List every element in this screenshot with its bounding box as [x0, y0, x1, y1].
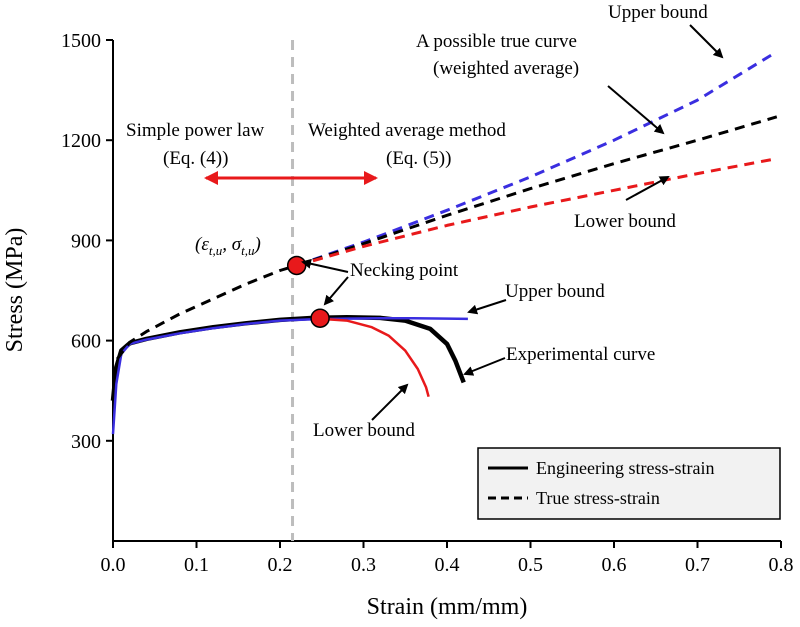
label-necking-coordinates: (εt,u, σt,u) [195, 234, 261, 258]
coord-sub-1: t,u [209, 243, 223, 258]
label-eq5: (Eq. (5)) [386, 148, 451, 169]
legend-label-true: True stress-strain [536, 488, 660, 508]
y-tick-label: 1200 [61, 130, 101, 152]
label-experimental-curve: Experimental curve [506, 344, 655, 365]
label-upper-bound-true: Upper bound [608, 2, 708, 23]
y-axis-title: Stress (MPa) [2, 228, 28, 353]
x-tick-label: 0.3 [351, 554, 376, 576]
label-possible-true-1: A possible true curve [416, 31, 577, 52]
series-line-3 [115, 263, 298, 360]
x-tick-label: 0.2 [268, 554, 293, 576]
coord-epsilon: (ε [195, 234, 209, 255]
coord-close: ) [253, 234, 260, 255]
arrow-upper-bound-eng [467, 299, 507, 315]
coord-sub-2: t,u [241, 243, 255, 258]
label-necking-point: Necking point [350, 260, 459, 281]
annotation-arrows [204, 24, 724, 421]
arrow-experimental [463, 357, 506, 376]
label-weighted-average-method: Weighted average method [308, 120, 506, 141]
x-tick-label: 0.1 [184, 554, 209, 576]
y-tick-label: 300 [71, 431, 101, 453]
series-line-1 [111, 316, 468, 435]
legend-box [477, 447, 781, 520]
label-eq4: (Eq. (4)) [163, 148, 228, 169]
legend-label-engineering: Engineering stress-strain [536, 458, 714, 478]
arrow-necking-true [301, 258, 349, 273]
arrow-lower-bound-true [625, 176, 670, 201]
y-tick-label: 900 [71, 230, 101, 252]
arrow-necking-eng [323, 276, 349, 306]
x-axis-title: Strain (mm/mm) [367, 594, 528, 620]
x-tick-label: 0.4 [435, 554, 460, 576]
arrow-possible-true [607, 85, 665, 135]
series-layer [110, 50, 778, 435]
x-tick-label: 0.0 [101, 554, 126, 576]
marker-engineering-necking [310, 308, 330, 328]
x-tick-label: 0.8 [769, 554, 794, 576]
series-line-4 [296, 50, 778, 267]
y-ticks: 300 600 900 1200 1500 [61, 30, 113, 453]
x-tick-label: 0.6 [602, 554, 627, 576]
label-possible-true-2: (weighted average) [433, 58, 579, 79]
series-line-5 [296, 115, 778, 267]
arrow-upper-bound-true [689, 24, 724, 59]
label-lower-bound-eng: Lower bound [313, 420, 415, 441]
series-line-6 [296, 157, 778, 267]
marker-true-necking [286, 255, 307, 276]
legend: Engineering stress-strain True stress-st… [477, 447, 781, 520]
y-tick-label: 600 [71, 331, 101, 353]
x-tick-label: 0.7 [685, 554, 710, 576]
label-simple-power-law: Simple power law [126, 120, 265, 141]
coord-sigma: , σ [222, 234, 242, 255]
label-upper-bound-eng: Upper bound [505, 281, 605, 302]
label-lower-bound-true: Lower bound [574, 211, 676, 232]
series-line-2 [321, 317, 430, 398]
arrow-lower-bound-eng [371, 383, 409, 421]
x-ticks: 0.0 0.1 0.2 0.3 0.4 0.5 0.6 0.7 0.8 [101, 541, 794, 576]
x-tick-label: 0.5 [518, 554, 543, 576]
y-tick-label: 1500 [61, 30, 101, 52]
